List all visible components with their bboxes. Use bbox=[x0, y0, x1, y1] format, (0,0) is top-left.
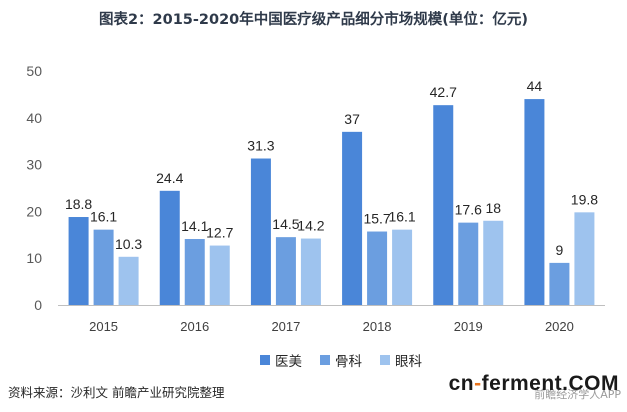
bar bbox=[184, 239, 205, 305]
brand-dash: - bbox=[474, 372, 482, 395]
x-tick-label: 2015 bbox=[89, 319, 118, 334]
brand-tld: .COM bbox=[562, 372, 619, 395]
brand-watermark: cn-ferment.COM bbox=[449, 372, 619, 396]
bars bbox=[68, 99, 595, 305]
bar bbox=[574, 212, 595, 305]
bar bbox=[93, 229, 114, 305]
data-label: 37 bbox=[344, 111, 360, 127]
data-label: 44 bbox=[527, 78, 543, 94]
bar bbox=[250, 158, 271, 305]
bar bbox=[549, 262, 570, 305]
bar bbox=[68, 217, 89, 305]
bar bbox=[367, 231, 388, 305]
data-label: 14.1 bbox=[181, 218, 208, 234]
y-tick-label: 30 bbox=[26, 157, 42, 173]
x-axis: 2015 2016 2017 2018 2019 2020 bbox=[58, 305, 605, 334]
bar bbox=[300, 238, 321, 305]
data-label: 42.7 bbox=[430, 84, 457, 100]
brand-prefix: cn bbox=[448, 372, 475, 395]
data-label: 15.7 bbox=[363, 211, 390, 227]
legend-label-yanke: 眼科 bbox=[395, 354, 422, 370]
data-labels: 18.8 24.4 31.3 37 42.7 44 16.1 14.1 14.5 15.7 17.6… bbox=[65, 78, 598, 258]
data-label: 31.3 bbox=[247, 138, 274, 154]
data-label: 18 bbox=[485, 200, 501, 216]
y-axis: 0 10 20 30 40 50 bbox=[26, 63, 42, 313]
y-tick-label: 50 bbox=[26, 63, 42, 79]
legend-swatch-yimei bbox=[260, 355, 270, 365]
y-tick-label: 40 bbox=[26, 110, 42, 126]
bar bbox=[524, 99, 545, 305]
legend-item-yanke: 眼科 bbox=[380, 350, 422, 370]
data-label: 18.8 bbox=[65, 196, 92, 212]
data-label: 9 bbox=[556, 242, 564, 258]
chart-title: 图表2：2015-2020年中国医疗级产品细分市场规模(单位：亿元) bbox=[98, 12, 529, 28]
legend-item-guke: 骨科 bbox=[320, 350, 362, 370]
bar bbox=[159, 190, 180, 305]
data-label: 14.2 bbox=[297, 218, 324, 234]
y-tick-label: 20 bbox=[26, 203, 42, 219]
bar bbox=[483, 220, 504, 305]
bar bbox=[209, 245, 230, 305]
data-label: 10.3 bbox=[115, 236, 142, 252]
data-label: 12.7 bbox=[206, 225, 233, 241]
data-label: 24.4 bbox=[156, 170, 183, 186]
bar bbox=[275, 237, 296, 305]
bar bbox=[392, 229, 413, 305]
legend: 医美 骨科 眼科 bbox=[260, 350, 422, 370]
legend-item-yimei: 医美 bbox=[260, 350, 302, 370]
legend-label-guke: 骨科 bbox=[335, 354, 362, 370]
y-tick-label: 10 bbox=[26, 250, 42, 266]
bar bbox=[118, 256, 139, 305]
data-label: 17.6 bbox=[455, 202, 482, 218]
x-tick-label: 2016 bbox=[180, 319, 209, 334]
bar bbox=[458, 222, 479, 305]
source-note: 资料来源：沙利文 前瞻产业研究院整理 bbox=[8, 385, 225, 400]
bar bbox=[433, 105, 454, 305]
data-label: 19.8 bbox=[571, 191, 598, 207]
x-tick-label: 2018 bbox=[363, 319, 392, 334]
data-label: 16.1 bbox=[388, 209, 415, 225]
legend-label-yimei: 医美 bbox=[275, 354, 302, 370]
legend-swatch-guke bbox=[320, 355, 330, 365]
x-tick-label: 2017 bbox=[271, 319, 300, 334]
data-label: 14.5 bbox=[272, 216, 299, 232]
brand-suffix: ferment bbox=[481, 372, 563, 395]
x-tick-label: 2019 bbox=[454, 319, 483, 334]
legend-swatch-yanke bbox=[380, 355, 390, 365]
y-tick-label: 0 bbox=[34, 297, 42, 313]
bar bbox=[342, 131, 363, 305]
x-tick-label: 2020 bbox=[545, 319, 574, 334]
data-label: 16.1 bbox=[90, 209, 117, 225]
